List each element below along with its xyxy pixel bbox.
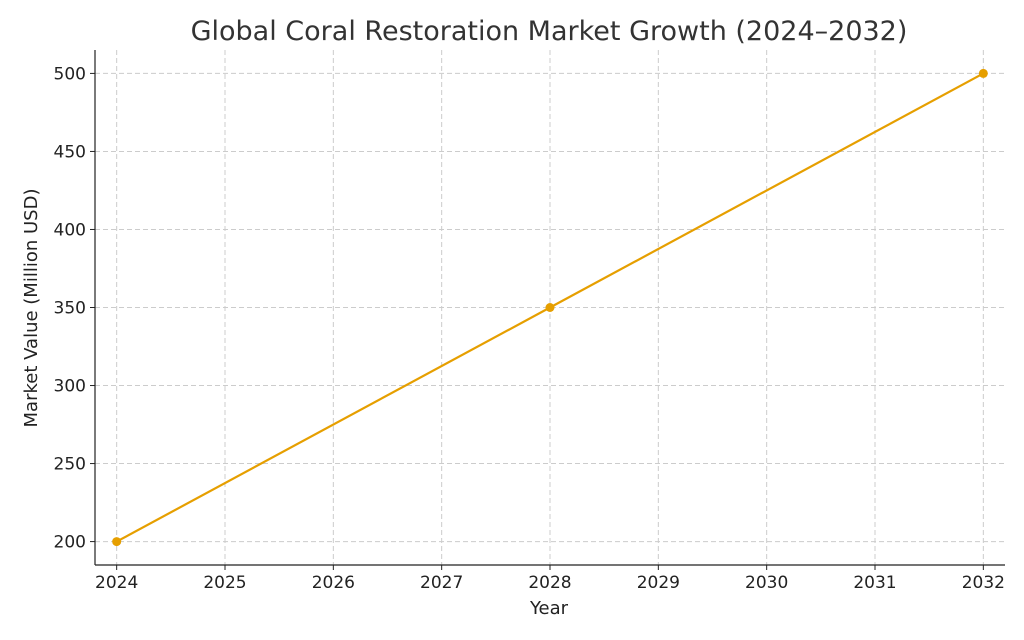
x-tick-label: 2030 bbox=[745, 573, 788, 593]
x-tick-label: 2025 bbox=[203, 573, 246, 593]
x-tick-label: 2026 bbox=[312, 573, 355, 593]
y-tick-label: 350 bbox=[54, 299, 86, 319]
axes: 2024 2025 2026 2027 2028 2029 2030 2031 2032 200 2… bbox=[54, 50, 1005, 593]
y-tick-label: 500 bbox=[54, 64, 86, 84]
series-layer bbox=[112, 68, 988, 547]
chart-title: Global Coral Restoration Market Growth (… bbox=[191, 16, 908, 47]
x-tick-label: 2027 bbox=[420, 573, 463, 593]
x-tick-label: 2031 bbox=[853, 573, 896, 593]
y-tick-label: 400 bbox=[54, 220, 86, 240]
y-tick-label: 200 bbox=[54, 533, 86, 553]
y-tick-label: 450 bbox=[54, 142, 86, 162]
x-tick-label: 2028 bbox=[528, 573, 571, 593]
data-point bbox=[978, 68, 988, 78]
x-tick-label: 2029 bbox=[637, 573, 680, 593]
x-axis-label: Year bbox=[529, 598, 569, 619]
data-point bbox=[545, 303, 555, 312]
y-axis-label: Market Value (Million USD) bbox=[21, 189, 42, 428]
y-tick-label: 250 bbox=[54, 455, 86, 475]
x-tick-label: 2024 bbox=[95, 573, 138, 593]
y-tick-label: 300 bbox=[54, 377, 86, 397]
data-point bbox=[112, 537, 122, 547]
x-tick-label: 2032 bbox=[962, 573, 1005, 593]
